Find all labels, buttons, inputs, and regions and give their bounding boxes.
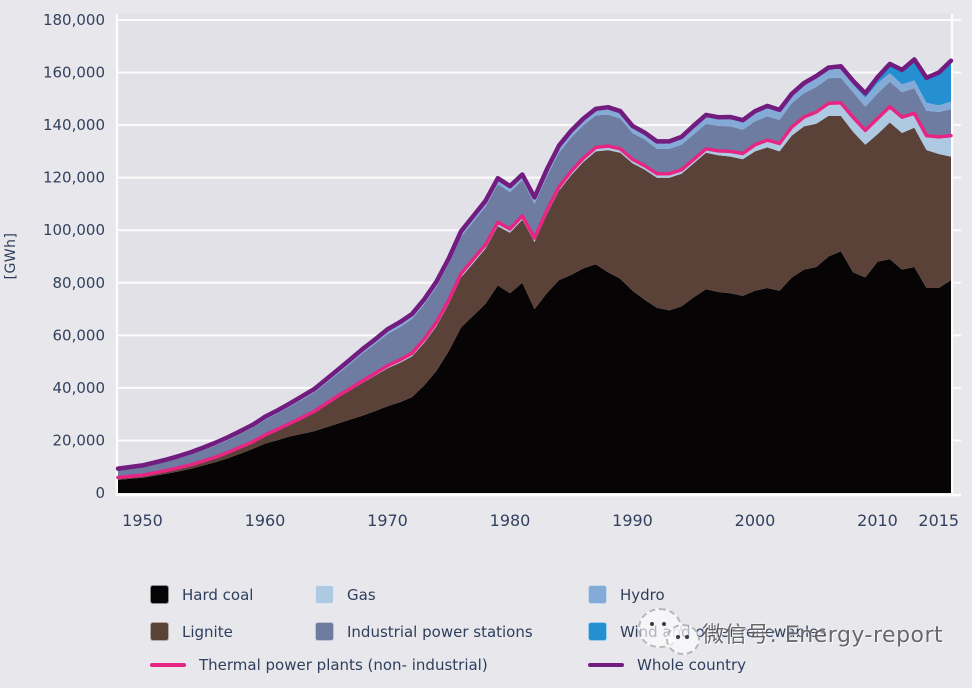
x-tick-label: 2015 <box>918 511 959 530</box>
area-gas <box>118 102 951 478</box>
legend-line-swatch <box>150 663 186 667</box>
legend-line-swatch <box>588 663 624 667</box>
y-tick-label: 20,000 <box>53 431 106 449</box>
chart-legend: Hard coal Lignite Thermal power plants (no… <box>0 576 972 688</box>
legend-label: Lignite <box>182 622 233 641</box>
x-tick-label: 2000 <box>735 511 776 530</box>
line-thermal-power-plants-non-industrial <box>116 101 953 480</box>
legend-label: Gas <box>347 585 376 604</box>
legend-item-gas: Gas <box>315 585 376 604</box>
legend-color-swatch <box>588 622 607 641</box>
watermark: 微信号: Energy-report <box>636 606 943 660</box>
x-tick-label: 2010 <box>857 511 898 530</box>
y-axis-title: [GWh] <box>3 232 19 280</box>
legend-label: Whole country <box>637 656 747 674</box>
legend-item-whole-country: Whole country <box>588 656 746 674</box>
legend-color-swatch <box>588 585 607 604</box>
legend-label: Hydro <box>620 585 665 604</box>
area-lignite <box>118 115 951 480</box>
x-tick-label: 1960 <box>245 511 286 530</box>
y-tick-label: 120,000 <box>43 169 105 187</box>
legend-item-hydro: Hydro <box>588 585 665 604</box>
legend-label: Thermal power plants (non- industrial) <box>199 656 488 674</box>
x-tick-label: 1950 <box>122 511 163 530</box>
legend-item-lignite: Lignite <box>150 622 233 641</box>
y-tick-label: 40,000 <box>53 379 106 397</box>
y-tick-label: 160,000 <box>43 64 105 82</box>
y-tick-label: 180,000 <box>43 11 105 29</box>
legend-item-hard-coal: Hard coal <box>150 585 253 604</box>
area-industrial-power-stations <box>118 77 951 478</box>
stacked-area-chart: 0 20,000 40,000 60,000 80,000 100,000 120,000 1… <box>43 11 961 530</box>
x-tick-label: 1970 <box>367 511 408 530</box>
y-tick-label: 140,000 <box>43 116 105 134</box>
legend-color-swatch <box>150 585 169 604</box>
legend-item-thermal-power-plants-non-industrial: Thermal power plants (non- industrial) <box>150 656 488 674</box>
x-tick-label: 1980 <box>490 511 531 530</box>
y-tick-label: 80,000 <box>53 274 106 292</box>
wechat-logo-icon <box>636 606 702 660</box>
legend-color-swatch <box>315 622 334 641</box>
legend-label: Industrial power stations <box>347 622 533 641</box>
y-tick-label: 0 <box>95 484 105 502</box>
legend-label: Hard coal <box>182 585 254 604</box>
watermark-text: 微信号: Energy-report <box>702 623 944 648</box>
x-tick-label: 1990 <box>612 511 653 530</box>
legend-item-industrial-power-stations: Industrial power stations <box>315 622 533 641</box>
legend-color-swatch <box>315 585 334 604</box>
legend-color-swatch <box>150 622 169 641</box>
y-tick-label: 100,000 <box>43 221 105 239</box>
area-hard-coal <box>118 251 951 493</box>
y-tick-label: 60,000 <box>53 326 106 344</box>
line-whole-country <box>115 57 954 471</box>
